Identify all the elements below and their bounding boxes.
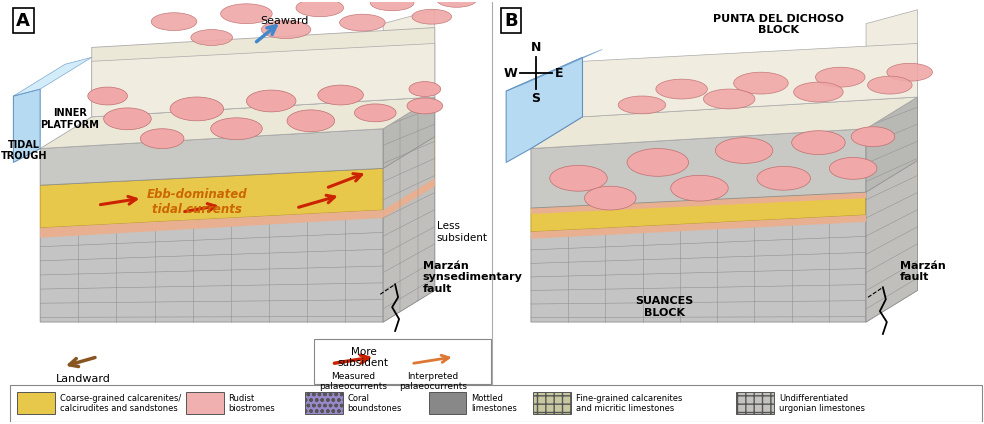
Polygon shape xyxy=(40,168,383,228)
Text: Ebb-dominated
tidal currents: Ebb-dominated tidal currents xyxy=(147,188,247,216)
Polygon shape xyxy=(40,97,435,148)
Ellipse shape xyxy=(830,157,877,179)
Polygon shape xyxy=(383,137,435,210)
Polygon shape xyxy=(40,129,383,185)
Polygon shape xyxy=(866,44,917,322)
Ellipse shape xyxy=(287,110,335,132)
Bar xyxy=(305,393,342,414)
Ellipse shape xyxy=(816,67,865,87)
Text: TIDAL
TROUGH: TIDAL TROUGH xyxy=(1,140,47,162)
Ellipse shape xyxy=(715,138,772,163)
Polygon shape xyxy=(383,179,435,322)
Ellipse shape xyxy=(407,98,443,114)
Ellipse shape xyxy=(412,9,452,24)
Ellipse shape xyxy=(757,166,811,190)
Text: Fine-grained calcarenites
and micritic limestones: Fine-grained calcarenites and micritic l… xyxy=(576,393,682,413)
Ellipse shape xyxy=(318,85,363,105)
Text: Measured
palaeocurrents: Measured palaeocurrents xyxy=(320,371,388,391)
Ellipse shape xyxy=(170,97,223,121)
Text: Mottled
limestones: Mottled limestones xyxy=(471,393,518,413)
Bar xyxy=(533,393,571,414)
Bar xyxy=(429,393,466,414)
Ellipse shape xyxy=(370,0,414,11)
Ellipse shape xyxy=(141,129,184,148)
Text: INNER
PLATFORM: INNER PLATFORM xyxy=(40,108,99,130)
Text: Landward: Landward xyxy=(56,374,111,384)
Polygon shape xyxy=(383,10,435,59)
Polygon shape xyxy=(866,10,917,59)
Polygon shape xyxy=(92,28,435,117)
Ellipse shape xyxy=(794,82,843,102)
Ellipse shape xyxy=(88,87,128,105)
Ellipse shape xyxy=(671,175,728,201)
Text: Seaward: Seaward xyxy=(260,16,308,26)
Ellipse shape xyxy=(296,0,343,17)
Text: E: E xyxy=(555,67,563,80)
Polygon shape xyxy=(14,57,92,96)
Bar xyxy=(18,393,55,414)
Text: A: A xyxy=(17,12,31,30)
Text: Marzán
synsedimentary
fault: Marzán synsedimentary fault xyxy=(423,261,523,294)
Ellipse shape xyxy=(211,118,263,139)
Ellipse shape xyxy=(851,127,894,147)
Ellipse shape xyxy=(584,186,636,210)
Polygon shape xyxy=(531,215,866,239)
Polygon shape xyxy=(14,89,40,162)
Ellipse shape xyxy=(627,148,689,176)
Text: PUNTA DEL DICHOSO
BLOCK: PUNTA DEL DICHOSO BLOCK xyxy=(713,14,844,35)
Text: Coral
boundstones: Coral boundstones xyxy=(347,393,401,413)
Text: More
subsident: More subsident xyxy=(338,347,389,368)
Text: SUANCES
BLOCK: SUANCES BLOCK xyxy=(636,296,694,318)
Text: Undifferentiated
urgonian limestones: Undifferentiated urgonian limestones xyxy=(778,393,865,413)
Polygon shape xyxy=(40,210,383,322)
Ellipse shape xyxy=(868,76,912,94)
Ellipse shape xyxy=(734,72,788,94)
Polygon shape xyxy=(383,44,435,322)
Text: Coarse-grained calcarenites/
calcirudites and sandstones: Coarse-grained calcarenites/ calcirudite… xyxy=(60,393,181,413)
Ellipse shape xyxy=(246,90,296,112)
Bar xyxy=(186,393,223,414)
Polygon shape xyxy=(866,97,917,192)
Ellipse shape xyxy=(437,0,476,7)
Polygon shape xyxy=(506,50,602,91)
Bar xyxy=(736,393,773,414)
Polygon shape xyxy=(531,129,866,208)
Bar xyxy=(314,339,491,384)
Text: Rudist
biostromes: Rudist biostromes xyxy=(228,393,276,413)
Ellipse shape xyxy=(618,96,666,114)
Polygon shape xyxy=(531,192,866,232)
Polygon shape xyxy=(40,210,383,238)
Polygon shape xyxy=(866,160,917,215)
Text: W: W xyxy=(503,67,517,80)
Polygon shape xyxy=(531,192,866,214)
Ellipse shape xyxy=(656,79,707,99)
Ellipse shape xyxy=(792,131,845,154)
Ellipse shape xyxy=(887,63,933,81)
Ellipse shape xyxy=(704,89,755,109)
Polygon shape xyxy=(583,44,917,117)
Text: S: S xyxy=(531,92,540,105)
Polygon shape xyxy=(383,179,435,218)
Ellipse shape xyxy=(409,82,441,97)
Polygon shape xyxy=(92,44,435,117)
Ellipse shape xyxy=(354,104,397,122)
Polygon shape xyxy=(866,183,917,322)
Text: B: B xyxy=(504,12,518,30)
Bar xyxy=(11,385,982,422)
Ellipse shape xyxy=(339,14,385,31)
Ellipse shape xyxy=(103,108,152,130)
Polygon shape xyxy=(531,97,917,148)
Polygon shape xyxy=(383,97,435,168)
Text: N: N xyxy=(530,42,541,54)
Polygon shape xyxy=(506,57,583,162)
Text: Interpreted
palaeocurrents: Interpreted palaeocurrents xyxy=(399,371,466,391)
Ellipse shape xyxy=(152,13,197,31)
Text: Marzán
fault: Marzán fault xyxy=(899,261,946,282)
Text: Less
subsident: Less subsident xyxy=(437,221,488,243)
Ellipse shape xyxy=(220,4,273,24)
Ellipse shape xyxy=(191,30,232,45)
Polygon shape xyxy=(531,215,866,322)
Ellipse shape xyxy=(262,21,311,39)
Ellipse shape xyxy=(550,165,607,191)
